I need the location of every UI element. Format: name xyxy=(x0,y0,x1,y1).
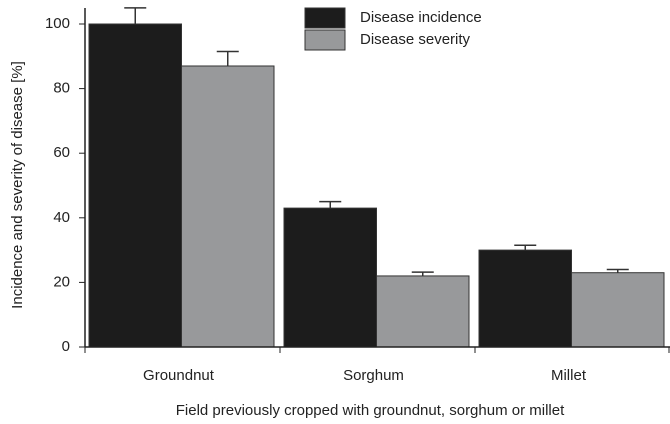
legend-label: Disease incidence xyxy=(360,9,482,26)
bar xyxy=(571,272,665,348)
error-bar xyxy=(606,268,629,273)
legend-swatch xyxy=(304,7,346,29)
x-axis-label: Field previously cropped with groundnut,… xyxy=(176,402,565,419)
error-bar xyxy=(411,271,434,276)
bar xyxy=(283,207,377,348)
error-bar xyxy=(216,50,239,66)
legend-label: Disease severity xyxy=(360,31,471,48)
y-axis-label: Incidence and severity of disease [%] xyxy=(9,61,26,309)
bar xyxy=(88,23,182,348)
y-tick-label: 20 xyxy=(53,273,70,290)
y-tick-label: 80 xyxy=(53,80,70,97)
x-tick-label: Millet xyxy=(551,367,587,384)
bar xyxy=(181,65,275,348)
x-tick-label: Sorghum xyxy=(343,367,404,384)
legend-swatch xyxy=(304,29,346,51)
bar xyxy=(376,275,470,348)
bar xyxy=(478,249,572,348)
x-tick-label: Groundnut xyxy=(143,367,215,384)
error-bar xyxy=(514,244,537,251)
y-tick-label: 0 xyxy=(62,338,70,355)
error-bar xyxy=(319,200,342,209)
y-tick-label: 40 xyxy=(53,209,70,226)
error-bar xyxy=(124,7,147,24)
y-tick-label: 100 xyxy=(45,15,70,32)
y-tick-label: 60 xyxy=(53,144,70,161)
